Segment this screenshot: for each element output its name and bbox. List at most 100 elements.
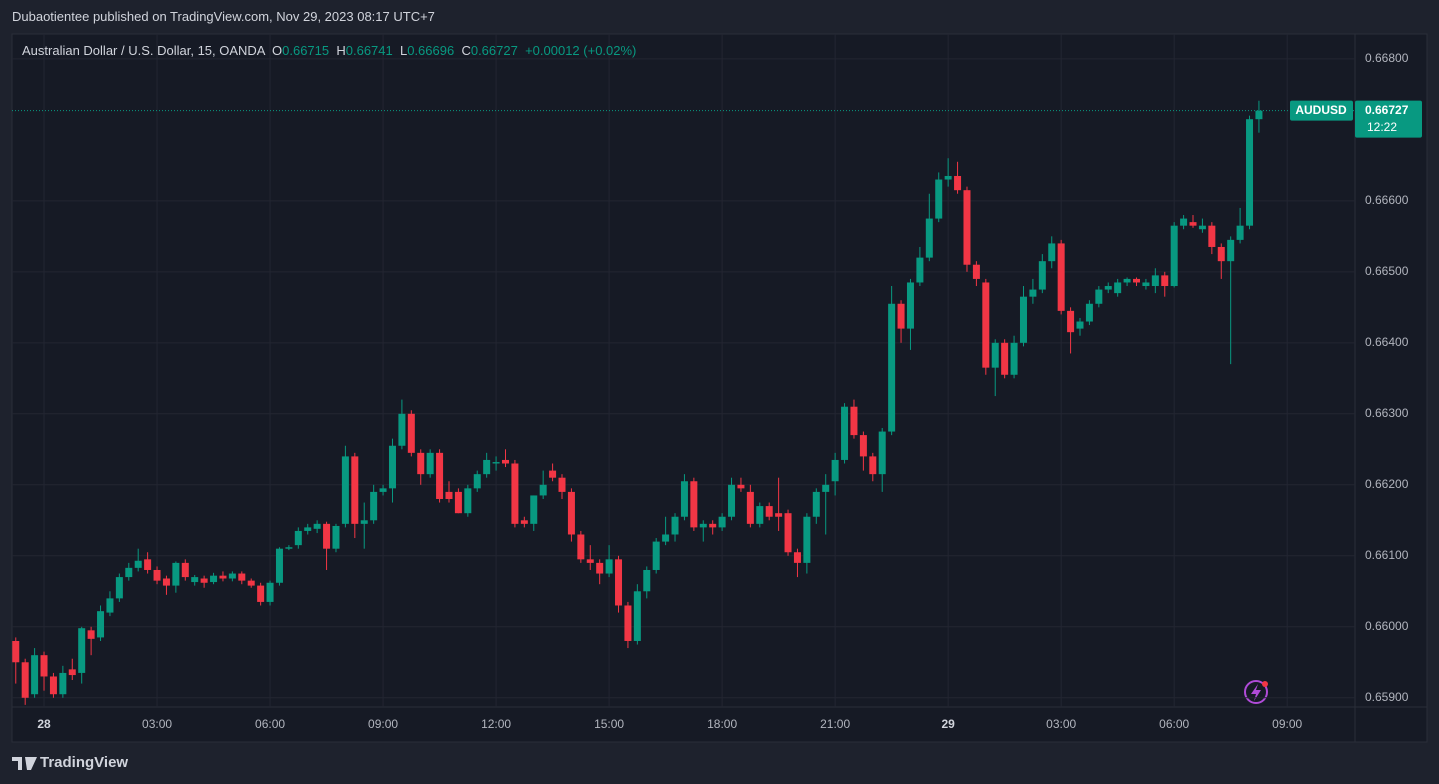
candle-body [31,655,39,695]
candle-body [360,520,368,524]
candle-body [417,452,425,475]
tv-logo [12,757,37,770]
candle-body [709,523,717,528]
candle-body [1246,119,1254,226]
x-tick-label: 21:00 [820,717,850,731]
candle-body [379,488,387,492]
candle-body [812,491,820,517]
candle-body [567,491,575,535]
ohlc-value: 0.66696 [407,43,455,58]
ohlc-value: 0.66727 [470,43,518,58]
candle-body [134,560,142,568]
candle-body [313,523,321,529]
x-tick-label: 29 [941,717,955,731]
candle-body [1208,225,1216,247]
candle-body [1227,239,1235,262]
candle-body [49,676,57,695]
candle-body [210,575,218,583]
candle-body [181,562,189,578]
candle-body [699,523,707,528]
candle-body [577,534,585,560]
candle-body [803,516,811,563]
candle-body [388,445,396,489]
candle-body [125,567,133,578]
candle-body [228,573,236,579]
candle-body [737,484,745,489]
candle-body [200,578,208,583]
candle-body [972,264,980,279]
brand: TradingView [40,754,129,771]
candle-body [643,569,651,592]
chart-panel [11,33,1428,743]
candle-body [831,459,839,482]
candle-body [97,611,105,638]
ohlc-key: L [399,43,408,58]
y-tick-label: 0.66000 [1365,619,1409,633]
candle-body [1142,282,1150,287]
candle-body [238,573,246,581]
x-tick-label: 09:00 [368,717,398,731]
candle-body [323,523,331,549]
candle-body [718,516,726,528]
candle-body [426,452,434,475]
y-tick-label: 0.65900 [1365,690,1409,704]
candle-body [1057,243,1065,311]
candle-body [1067,310,1075,333]
candle-body [775,513,783,517]
candle-body [944,175,952,180]
candle-body [1151,275,1159,287]
candle-body [530,495,538,524]
candle-body [511,463,519,524]
candle-body [436,452,444,499]
y-tick-label: 0.66800 [1365,51,1409,65]
candles [12,100,1263,705]
candle-body [1019,296,1027,343]
symbol-title: Australian Dollar / U.S. Dollar, 15, OAN… [22,43,265,58]
candle-body [1161,275,1169,287]
candle-body [144,559,152,570]
candle-body [586,559,594,563]
candle-body [888,303,896,432]
grid [12,34,1355,707]
candle-body [473,474,481,489]
candle-body [68,669,76,676]
candle-body [784,513,792,553]
candle-body [615,559,623,606]
candle-body [285,547,293,549]
candle-body [841,406,849,460]
candle-body [370,491,378,521]
y-tick-label: 0.66100 [1365,548,1409,562]
x-tick-label: 06:00 [1159,717,1189,731]
candle-body [1236,225,1244,240]
candle-body [935,179,943,219]
candle-body [191,577,199,583]
y-tick-label: 0.66600 [1365,193,1409,207]
candle-body [492,462,500,464]
symbol-tag [1290,100,1353,121]
candle-body [549,470,557,478]
candle-body [605,559,613,574]
candle-body [21,662,29,698]
candle-body [59,672,67,695]
candle-body [558,477,566,492]
last-price-label: 0.66727 [1365,103,1409,117]
candle-body [1104,286,1112,290]
ohlc-value: 0.66741 [345,43,393,58]
candle-body [266,582,274,602]
x-tick-label: 09:00 [1272,717,1302,731]
candle-body [332,525,340,549]
ohlc-value: 0.66715 [282,43,330,58]
candle-body [1114,282,1122,294]
candle-body [407,413,415,453]
candle-body [850,406,858,436]
candle-body [925,218,933,258]
candle-body [445,491,453,499]
flash-icon[interactable] [1244,680,1268,704]
candle-body [633,591,641,641]
ohlc-key: H [336,43,346,58]
candle-body [219,575,227,579]
symbol-legend: Australian Dollar / U.S. Dollar, 15, OAN… [22,43,636,58]
candle-body [1189,222,1197,226]
candle-body [765,506,773,517]
